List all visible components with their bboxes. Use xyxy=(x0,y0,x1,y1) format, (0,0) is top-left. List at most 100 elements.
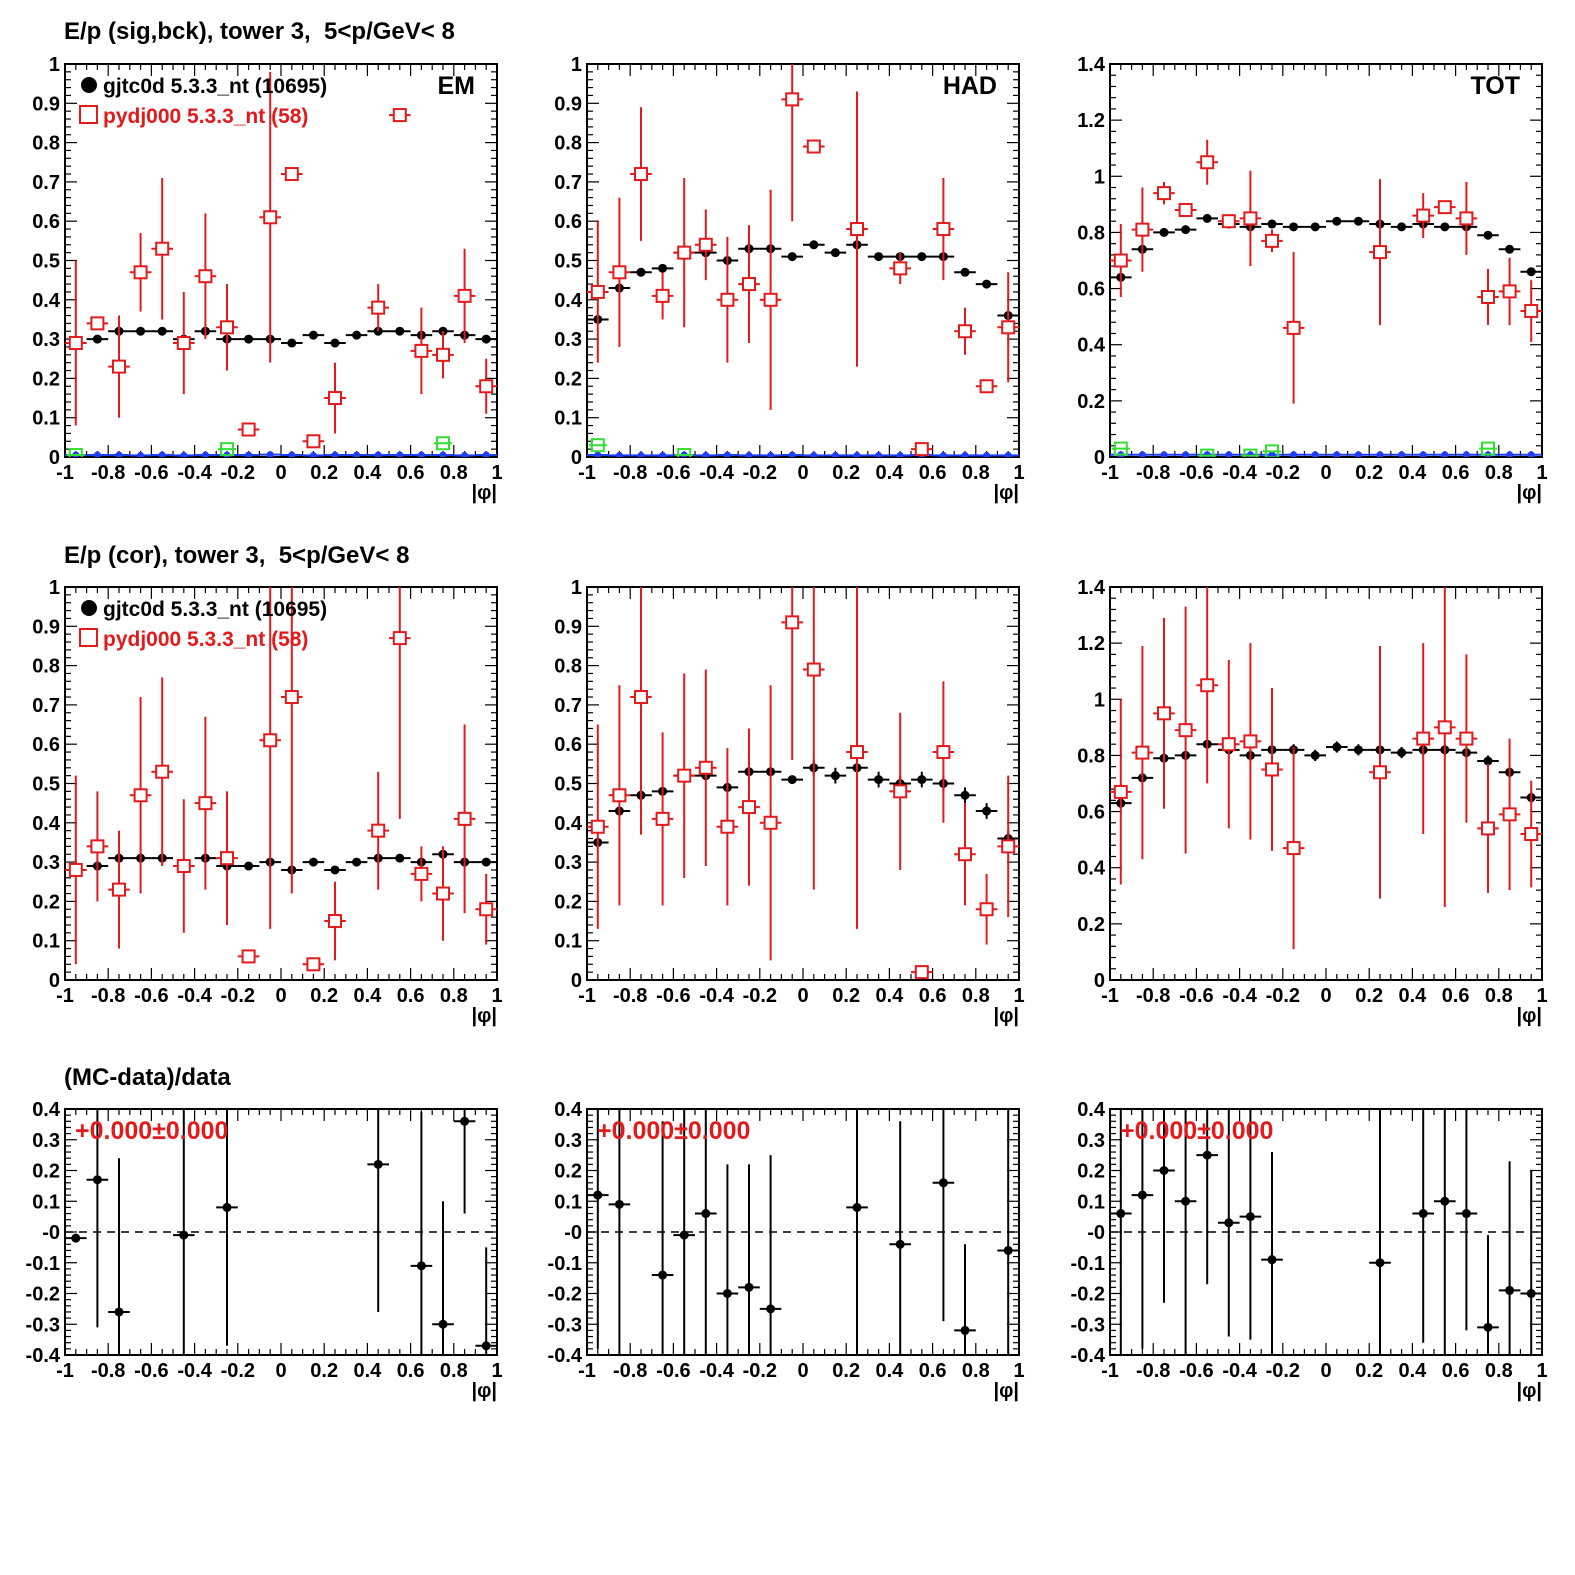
data-layer xyxy=(65,1109,497,1355)
mc-point xyxy=(698,760,713,775)
mc-point xyxy=(590,284,605,299)
panel-r2c0: -1 -0.8 -0.6 -0.4 -0.2 0 0.2 0.4 0.6 0.8 1|φ|-0.4-… xyxy=(26,1099,503,1402)
data-point xyxy=(244,861,254,871)
data-point xyxy=(373,1159,383,1169)
mc-point xyxy=(371,823,386,838)
mc-point xyxy=(893,784,908,799)
y-tick-label: 0.3 xyxy=(1077,1130,1105,1152)
data-point xyxy=(679,1230,689,1240)
panel-r0c1: -1 -0.8 -0.6 -0.4 -0.2 0 0.2 0.4 0.6 0.8 1|φ|00.10… xyxy=(554,54,1024,504)
data-point xyxy=(481,857,491,867)
mc-point xyxy=(1459,731,1474,746)
y-tick-label: 0.5 xyxy=(32,251,60,273)
blue-point xyxy=(1268,451,1276,457)
x-tick-label: 0.6 xyxy=(397,462,425,484)
x-tick-label: -0.4 xyxy=(699,985,734,1007)
data-layer xyxy=(1110,1109,1542,1355)
x-tick-label: -0.2 xyxy=(221,1360,255,1382)
data-point xyxy=(1116,1209,1126,1219)
x-tick-label: -0.8 xyxy=(1136,1360,1170,1382)
x-tick-label: 0.4 xyxy=(353,462,382,484)
x-tick-label: 0 xyxy=(797,462,808,484)
data-point xyxy=(658,263,668,273)
x-tick-label: 1 xyxy=(1013,462,1024,484)
x-tick-label: -1 xyxy=(578,462,596,484)
mc-point xyxy=(1157,706,1171,721)
y-tick-label: 0.2 xyxy=(554,368,582,390)
x-axis-label: |φ| xyxy=(1517,1005,1543,1027)
data-point xyxy=(244,334,254,344)
blue-point xyxy=(331,451,339,457)
data-point xyxy=(960,790,970,800)
panel-label: EM xyxy=(438,72,476,100)
data-point xyxy=(114,1307,124,1317)
mc-point xyxy=(90,839,105,854)
mc-point xyxy=(763,292,778,307)
mc-point xyxy=(1437,200,1452,215)
mc-point xyxy=(612,788,627,803)
x-tick-label: 0.6 xyxy=(397,985,425,1007)
x-tick-label: 0 xyxy=(797,1360,808,1382)
blue-point xyxy=(93,451,101,457)
x-tick-label: 0.2 xyxy=(1355,1360,1383,1382)
y-tick-label: 0.2 xyxy=(1077,914,1105,936)
x-tick-label: 0 xyxy=(275,1360,286,1382)
mc-point xyxy=(742,800,756,815)
data-layer xyxy=(587,587,1019,980)
data-point xyxy=(1353,745,1363,755)
y-tick-label: 0 xyxy=(49,970,60,992)
mc-point xyxy=(720,292,735,307)
blue-point xyxy=(723,451,731,457)
blue-point xyxy=(374,451,382,457)
y-tick-label: 0.9 xyxy=(554,93,582,115)
mc-point xyxy=(112,359,126,374)
mc-point xyxy=(263,210,278,225)
data-point xyxy=(1202,1150,1212,1160)
y-tick-label: -0 xyxy=(1087,1222,1105,1244)
blue-point xyxy=(1441,451,1449,457)
data-point xyxy=(1245,1212,1255,1222)
y-tick-label: 0.4 xyxy=(554,290,583,312)
blue-point xyxy=(637,451,645,457)
data-point xyxy=(1483,756,1493,766)
blue-point xyxy=(1462,451,1470,457)
x-tick-label: 0.2 xyxy=(1355,985,1383,1007)
y-tick-label: -0.3 xyxy=(548,1314,582,1336)
y-tick-label: 0.3 xyxy=(554,1130,582,1152)
data-point xyxy=(330,865,340,875)
x-axis-label: |φ| xyxy=(472,1005,498,1027)
y-tick-label: 0.4 xyxy=(554,813,583,835)
y-tick-label: 1 xyxy=(571,54,582,76)
x-tick-label: 0.2 xyxy=(1355,462,1383,484)
mc-point xyxy=(979,902,994,917)
data-point xyxy=(722,1289,732,1298)
mc-point xyxy=(1265,762,1279,777)
y-tick-label: 1 xyxy=(571,577,582,599)
y-tick-label: 1.2 xyxy=(1077,633,1105,655)
data-point xyxy=(744,1282,754,1292)
mc-point xyxy=(68,862,83,877)
x-tick-label: 0.8 xyxy=(962,1360,990,1382)
x-tick-label: 0.2 xyxy=(310,462,338,484)
blue-point xyxy=(594,451,602,457)
mc-point xyxy=(806,662,821,677)
data-layer xyxy=(1110,139,1542,457)
x-tick-label: 1 xyxy=(1013,985,1024,1007)
x-tick-label: -0.4 xyxy=(177,462,212,484)
blue-point xyxy=(1398,451,1406,457)
y-tick-label: 0.6 xyxy=(554,211,582,233)
x-tick-label: -0.6 xyxy=(134,1360,168,1382)
mc-point xyxy=(742,277,756,292)
data-point xyxy=(1483,230,1493,240)
y-tick-label: 0.2 xyxy=(1077,1161,1105,1183)
y-tick-label: 0.3 xyxy=(554,852,582,874)
y-tick-label: 0.6 xyxy=(1077,279,1105,301)
data-point xyxy=(330,338,340,348)
data-point xyxy=(1289,222,1299,232)
y-tick-label: 0.7 xyxy=(554,172,582,194)
blue-point xyxy=(1376,451,1384,457)
legend-data-label: gjtc0d 5.3.3_nt (10695) xyxy=(103,75,327,98)
data-point xyxy=(157,326,167,336)
x-tick-label: -0.2 xyxy=(1266,1360,1300,1382)
